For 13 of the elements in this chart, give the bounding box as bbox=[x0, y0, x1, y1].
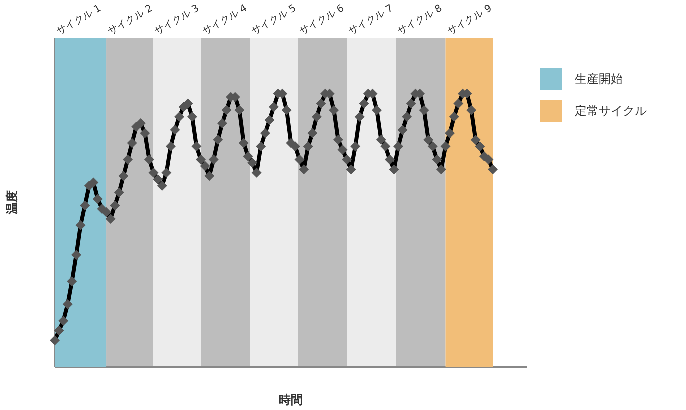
text: サイクル 7 bbox=[347, 3, 396, 38]
text: サイクル 6 bbox=[298, 3, 346, 38]
text: サイクル 2 bbox=[106, 3, 155, 38]
legend-label: 定常サイクル bbox=[575, 104, 647, 118]
text: サイクル 1 bbox=[55, 3, 104, 38]
text: サイクル 3 bbox=[153, 3, 202, 38]
text: サイクル 4 bbox=[201, 3, 250, 38]
legend-label: 生産開始 bbox=[575, 72, 623, 86]
text: サイクル 5 bbox=[250, 3, 298, 38]
x-axis-title: 時間 bbox=[279, 393, 303, 407]
text: サイクル 8 bbox=[396, 3, 444, 38]
text: サイクル 9 bbox=[446, 3, 494, 38]
y-axis-title: 温度 bbox=[5, 190, 19, 216]
